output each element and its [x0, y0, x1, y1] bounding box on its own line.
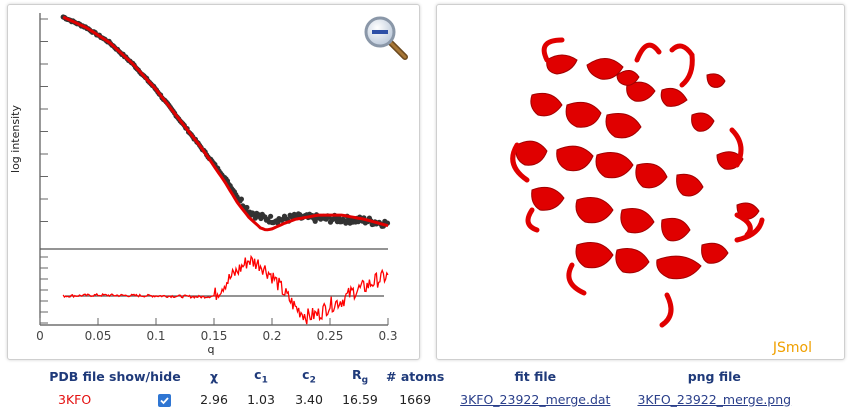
chi-value: 2.96: [200, 391, 228, 407]
jsmol-label: JSmol: [772, 340, 812, 356]
header-rg: Rg: [351, 366, 369, 386]
x-tick-label: 0.25: [317, 329, 344, 343]
x-axis-label: q: [208, 343, 215, 356]
y-axis-ticks: [40, 18, 48, 222]
protein-ribbon-structure[interactable]: [437, 5, 844, 359]
header-pdb-show-hide: PDB file show/hide: [49, 368, 181, 384]
residual-y-axis-ticks: [40, 256, 48, 324]
c2-value: 3.40: [295, 391, 323, 407]
atoms-value: 1669: [399, 391, 432, 407]
fit-file-cell: 3KFO_23922_merge.dat: [444, 386, 626, 412]
jsmol-viewer-panel[interactable]: JSmol: [436, 4, 845, 360]
header-chi: χ: [209, 368, 219, 384]
png-file-link[interactable]: 3KFO_23922_merge.png: [637, 391, 792, 407]
zoom-out-magnifier-icon: [364, 16, 408, 60]
x-tick-label: 0.3: [378, 329, 397, 343]
header-fit-file: fit file: [514, 368, 557, 384]
data-point: [268, 213, 274, 219]
x-tick-label: 0.05: [85, 329, 112, 343]
scattering-plot-panel: 0 0.05 0.1 0.15 0.2 0.25 0.3 log intensity q: [7, 4, 420, 360]
experimental-data-points: [60, 14, 391, 229]
table-row: 3KFO 2.96 1.03 3.40 16.59 1669 3KFO_2392…: [40, 386, 802, 412]
model-fit-curve: [62, 15, 389, 232]
x-tick-label: 0.1: [146, 329, 165, 343]
checkmark-icon: [160, 396, 169, 404]
zoom-out-button[interactable]: [362, 14, 410, 62]
png-file-cell: 3KFO_23922_merge.png: [626, 386, 802, 412]
y-axis-label: log intensity: [9, 105, 22, 173]
x-tick-label: 0: [36, 329, 44, 343]
rg-value: 16.59: [342, 391, 378, 407]
table-header-row: PDB file show/hide χ c1 c2 Rg # atoms fi…: [40, 366, 802, 386]
fit-file-link[interactable]: 3KFO_23922_merge.dat: [460, 391, 611, 407]
header-c2: c2: [302, 366, 316, 386]
data-point: [244, 204, 250, 211]
pdb-cell: 3KFO: [40, 386, 190, 412]
fit-results-table: PDB file show/hide χ c1 c2 Rg # atoms fi…: [40, 366, 802, 412]
x-axis-ticks: 0 0.05 0.1 0.15 0.2 0.25 0.3: [36, 318, 398, 343]
scattering-plot: 0 0.05 0.1 0.15 0.2 0.25 0.3 log intensity q: [9, 13, 398, 356]
residuals-curve: [62, 254, 389, 325]
data-point: [343, 220, 349, 226]
header-png-file: png file: [687, 368, 741, 384]
header-c1: c1: [254, 366, 268, 386]
pdb-name: 3KFO: [58, 391, 92, 407]
c1-value: 1.03: [247, 391, 275, 407]
show-hide-checkbox[interactable]: [158, 393, 171, 407]
header-atoms: # atoms: [386, 368, 445, 384]
data-point: [238, 196, 244, 202]
x-tick-label: 0.2: [262, 329, 281, 343]
x-tick-label: 0.15: [201, 329, 228, 343]
